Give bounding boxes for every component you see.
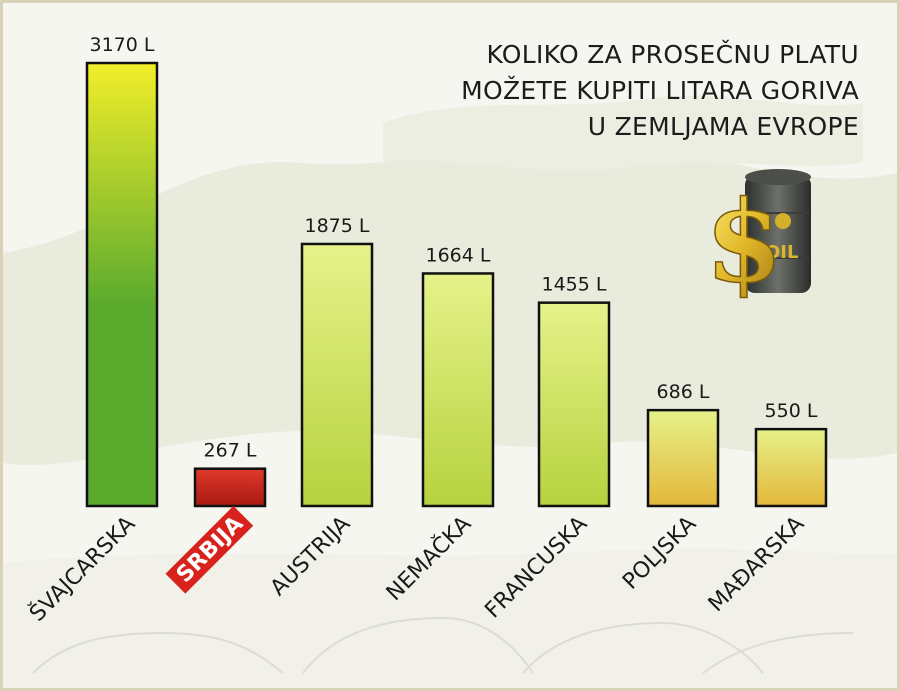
category-label-5: FRANCUSKA — [480, 512, 592, 624]
category-label-1: ŠVAJCARSKA — [24, 511, 140, 627]
category-label: POLJSKA — [618, 512, 701, 595]
dollar-oil-barrel-icon: OIL $ — [704, 169, 811, 309]
barrel-text: OIL — [765, 242, 798, 263]
title-line: U ZEMLJAMA EVROPE — [587, 112, 859, 141]
title-line: MOŽETE KUPITI LITARA GORIVA — [461, 76, 859, 105]
category-label: ŠVAJCARSKA — [24, 511, 140, 627]
value-label: 267 L — [204, 440, 257, 462]
category-label: SRBIJA — [172, 512, 248, 588]
value-label: 1875 L — [305, 215, 370, 237]
car-silhouettes — [32, 616, 854, 674]
category-label-3: AUSTRIJA — [266, 512, 355, 601]
title-line: KOLIKO ZA PROSEČNU PLATU — [486, 40, 859, 69]
category-label: AUSTRIJA — [266, 512, 355, 601]
category-label: FRANCUSKA — [480, 512, 592, 624]
value-label: 3170 L — [90, 34, 155, 56]
category-label: MAĐARSKA — [704, 512, 809, 617]
category-label: NEMAČKA — [381, 511, 476, 606]
bar-5 — [537, 301, 611, 508]
value-label: 686 L — [657, 381, 710, 403]
bars-group — [85, 61, 828, 508]
category-label-6: POLJSKA — [618, 512, 701, 595]
category-label-2: SRBIJA — [165, 505, 254, 594]
bar-2 — [193, 467, 267, 508]
value-labels-group: 3170 L 267 L 1875 L 1664 L 1455 L 686 L 550 L — [90, 34, 818, 462]
bar-6 — [646, 408, 720, 508]
bar-7 — [754, 427, 828, 508]
value-label: 1455 L — [542, 274, 607, 296]
barrel-lid — [745, 169, 811, 185]
category-label-4: NEMAČKA — [381, 511, 476, 606]
category-label-7: MAĐARSKA — [704, 512, 809, 617]
value-label: 550 L — [765, 400, 818, 422]
map-shape — [383, 95, 863, 171]
oil-drop — [775, 213, 791, 229]
category-labels-group: ŠVAJCARSKA SRBIJA AUSTRIJA NEMAČKA FRANCUSKA… — [24, 505, 809, 627]
chart-title: KOLIKO ZA PROSEČNU PLATU MOŽETE KUPITI L… — [389, 37, 859, 145]
dollar-sign: $ — [705, 177, 783, 308]
barrel-shape — [745, 175, 811, 293]
bar-4 — [421, 272, 495, 508]
bar-3 — [300, 242, 374, 508]
bar-1 — [85, 61, 159, 508]
value-label: 1664 L — [426, 244, 491, 266]
highlight-label-bg — [165, 505, 254, 594]
